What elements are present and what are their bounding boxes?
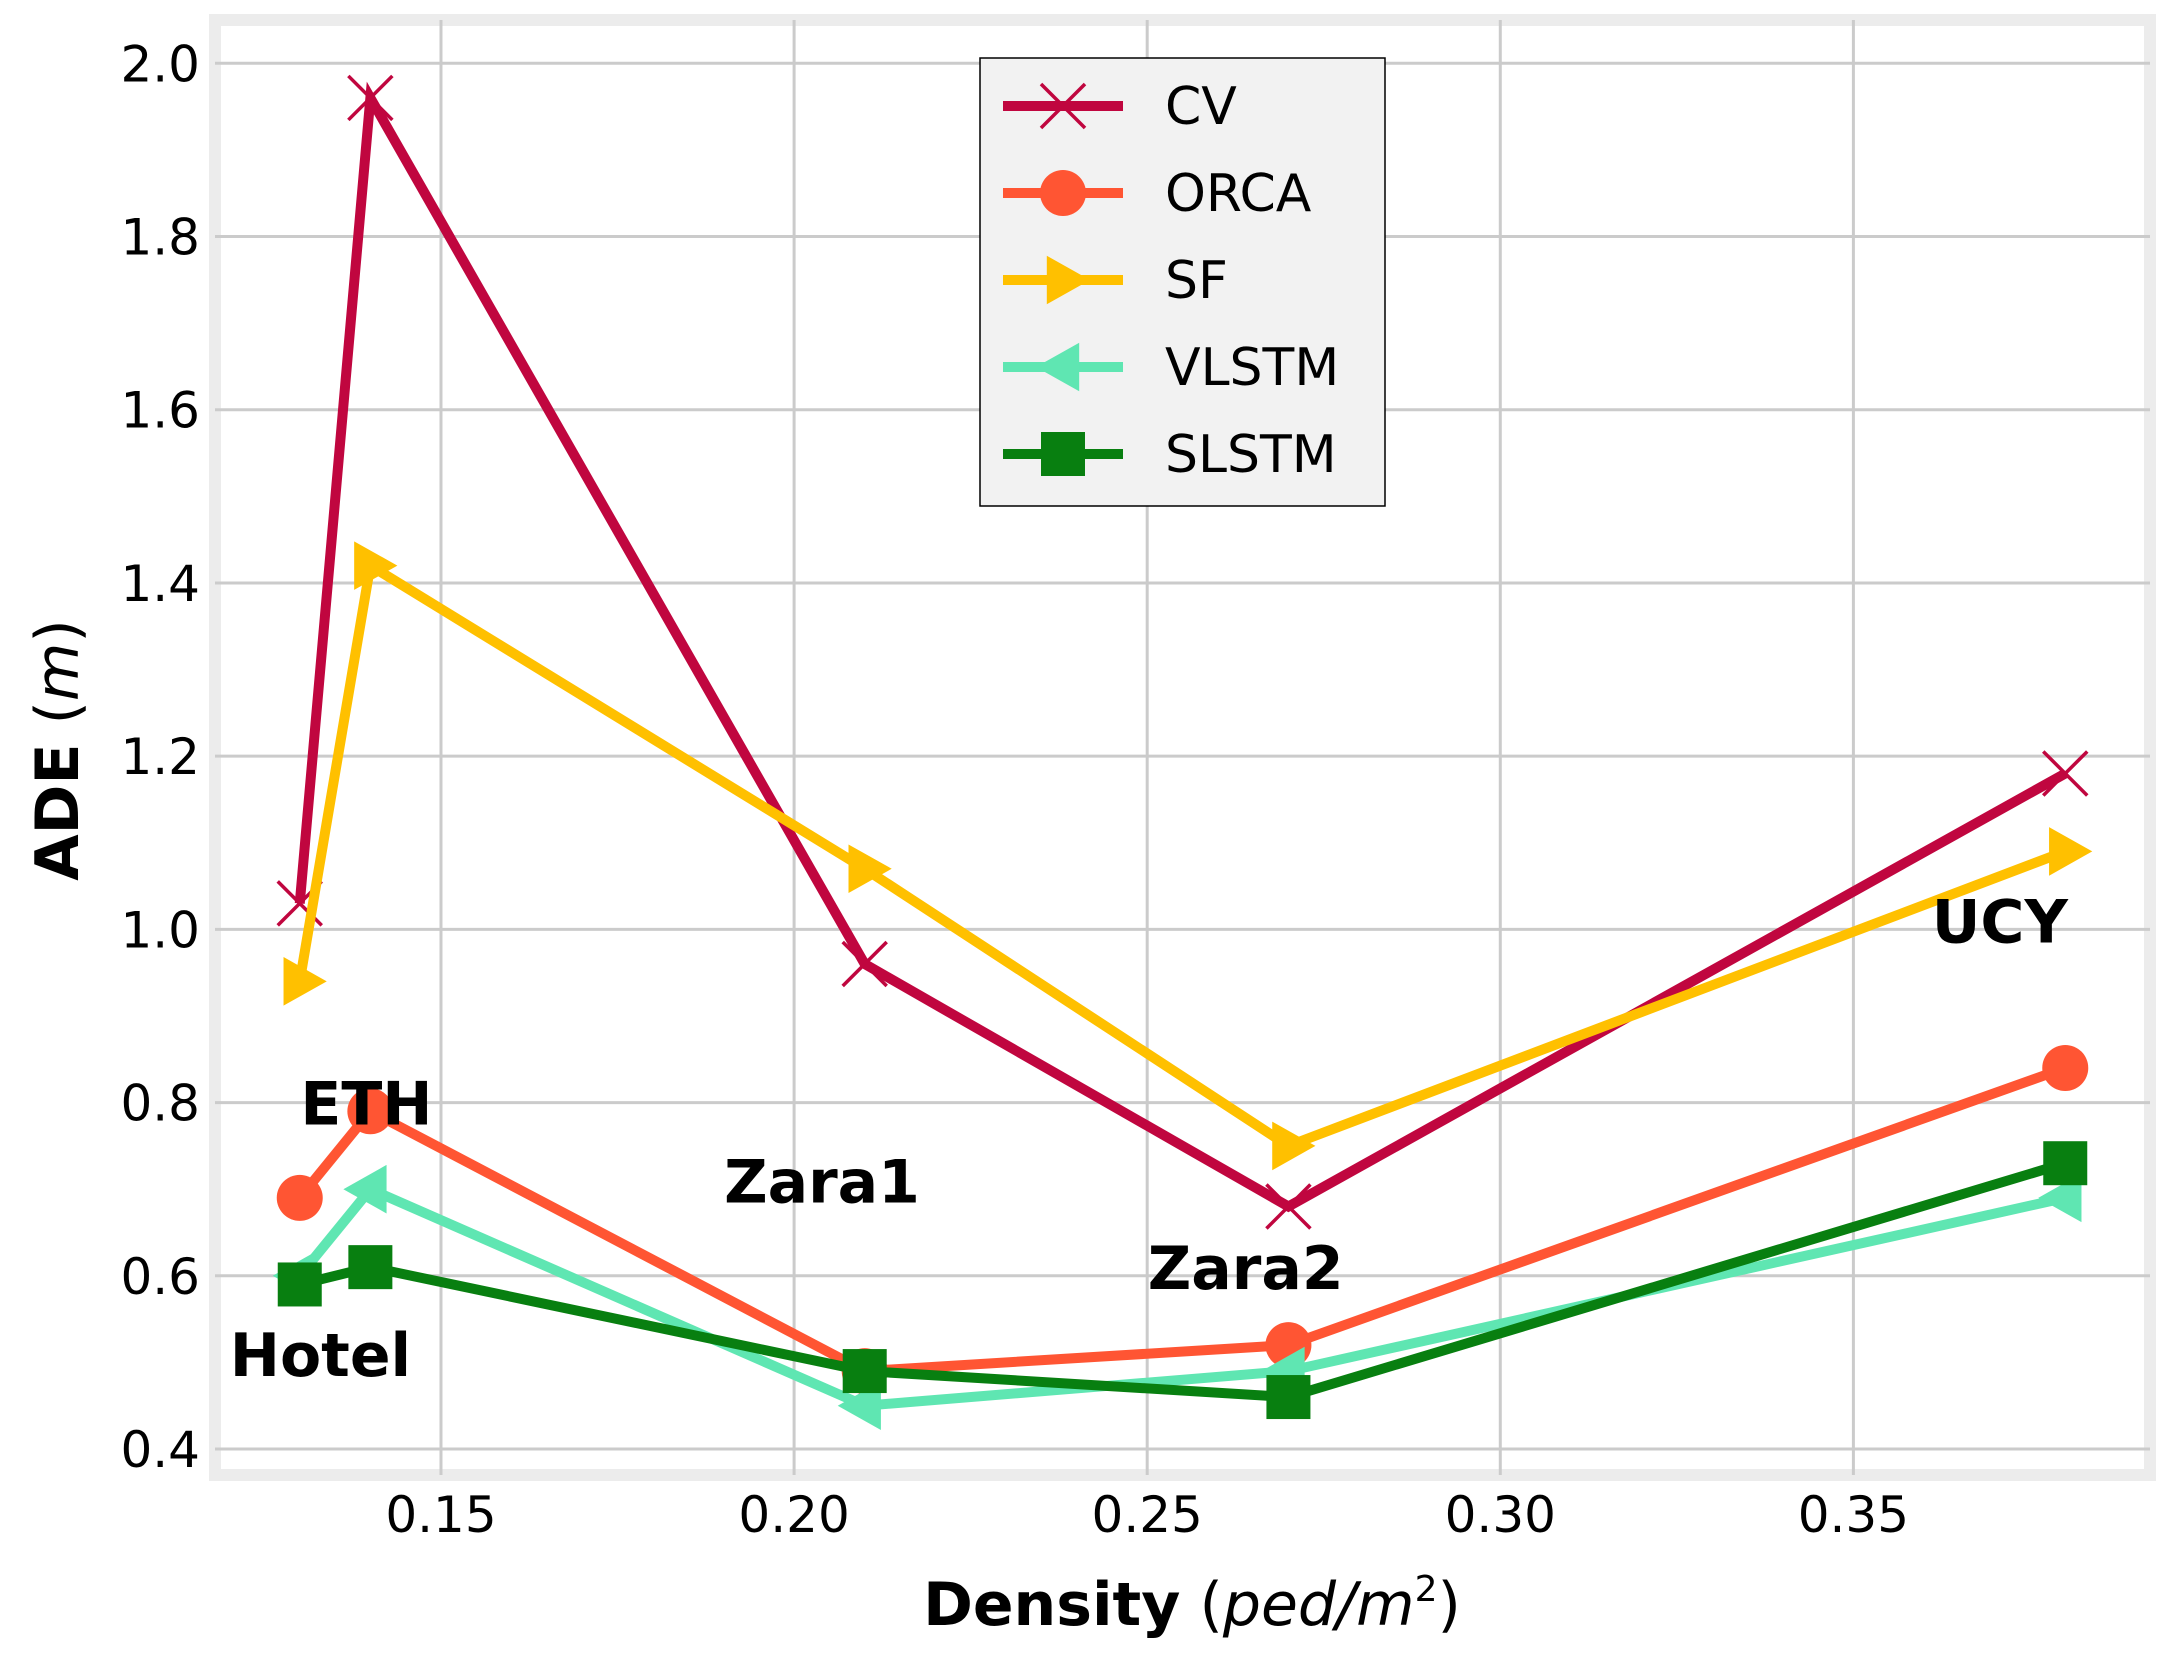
- y-axis-title-unit: m: [23, 643, 93, 701]
- data-point-cv: [1265, 1183, 1312, 1230]
- data-point-orca: [2042, 1044, 2089, 1091]
- y-tick-label: 0.6: [120, 1248, 200, 1306]
- series-slstm: [277, 1141, 2088, 1420]
- x-tick-label: 0.15: [385, 1486, 496, 1544]
- data-point-sf: [848, 844, 892, 894]
- y-axis-title-unit-close: ): [23, 619, 93, 642]
- x-axis-title-main: Density: [923, 1570, 1180, 1640]
- data-point-vlstm: [837, 1381, 881, 1431]
- x-tick-label: 0.30: [1445, 1486, 1556, 1544]
- data-point-slstm: [2043, 1141, 2088, 1186]
- legend-entries: CV ORCA SF VLSTM SLSTM: [1003, 77, 1339, 485]
- annotation-hotel: Hotel: [230, 1321, 411, 1391]
- data-point-sf: [354, 541, 398, 590]
- legend-entry-slstm: SLSTM: [1003, 425, 1337, 485]
- legend-entry-orca: ORCA: [1003, 164, 1312, 224]
- data-point-orca: [347, 1088, 394, 1135]
- data-point-vlstm: [343, 1164, 387, 1214]
- x-tick-labels: 0.15 0.20 0.25 0.30 0.35: [385, 1486, 1909, 1544]
- y-tick-label: 1.2: [120, 728, 200, 786]
- legend: CV ORCA SF VLSTM SLSTM: [979, 57, 1386, 507]
- legend-entry-vlstm: VLSTM: [1003, 338, 1339, 398]
- legend-label-vlstm: VLSTM: [1165, 338, 1339, 398]
- x-axis-title-unit: ped/m: [1222, 1570, 1415, 1640]
- data-point-slstm: [348, 1245, 393, 1290]
- legend-label-orca: ORCA: [1165, 164, 1312, 224]
- legend-marker-cv-stroke-b: [1039, 82, 1087, 130]
- data-point-slstm: [277, 1262, 322, 1307]
- data-point-cv-stroke-b: [1265, 1183, 1312, 1230]
- data-point-cv-stroke-b: [2042, 750, 2089, 797]
- annotation-ucy: UCY: [1932, 888, 2070, 958]
- data-point-slstm: [1266, 1375, 1311, 1420]
- y-tick-label: 0.8: [120, 1075, 200, 1133]
- legend-marker-sf: [1046, 255, 1090, 305]
- x-axis-title-unit-close: ): [1438, 1570, 1461, 1640]
- legend-label-slstm: SLSTM: [1165, 425, 1337, 485]
- annotation-zara1: Zara1: [724, 1148, 920, 1218]
- x-axis-title-unit-open: (: [1199, 1570, 1222, 1640]
- y-axis-title-main: ADE: [23, 744, 93, 881]
- y-tick-label: 1.0: [120, 901, 200, 959]
- legend-label-cv: CV: [1165, 77, 1237, 137]
- data-point-sf: [1272, 1121, 1316, 1171]
- legend-label-sf: SF: [1165, 251, 1228, 311]
- data-point-cv: [841, 940, 888, 988]
- data-point-slstm: [842, 1349, 887, 1394]
- legend-entry-sf: SF: [1003, 251, 1228, 311]
- x-tick-label: 0.20: [738, 1486, 849, 1544]
- data-point-sf: [2049, 827, 2093, 876]
- y-tick-label: 0.4: [120, 1421, 200, 1479]
- data-point-vlstm: [2038, 1173, 2082, 1223]
- legend-marker-vlstm: [1036, 342, 1080, 392]
- legend-marker-cv: [1039, 82, 1087, 130]
- annotation-eth: ETH: [300, 1070, 432, 1140]
- annotation-zara2: Zara2: [1148, 1234, 1344, 1304]
- x-tick-label: 0.35: [1798, 1486, 1909, 1544]
- data-point-cv: [347, 74, 394, 122]
- legend-marker-slstm: [1041, 432, 1085, 476]
- y-tick-label: 1.8: [120, 209, 200, 267]
- series-layer: [272, 74, 2093, 1431]
- data-point-cv-stroke-b: [841, 940, 888, 988]
- y-tick-label: 1.6: [120, 382, 200, 440]
- data-point-orca: [276, 1174, 323, 1221]
- y-tick-label: 2.0: [120, 35, 200, 93]
- x-tick-label: 0.25: [1092, 1486, 1203, 1544]
- legend-entry-cv: CV: [1003, 77, 1237, 137]
- y-axis-title: ADE (m): [23, 619, 93, 881]
- y-axis-title-unit-open: (: [23, 701, 93, 724]
- x-axis-title: Density (ped/m2): [923, 1569, 1461, 1640]
- series-sf: [283, 541, 2093, 1171]
- y-tick-labels: 0.4 0.6 0.8 1.0 1.2 1.4 1.6 1.8 2.0: [120, 35, 200, 1479]
- y-tick-label: 1.4: [120, 555, 200, 613]
- data-point-sf: [283, 957, 327, 1006]
- annotation-layer: Hotel ETH Zara1 Zara2 UCY: [230, 888, 2070, 1391]
- x-axis-title-unit-exponent: 2: [1415, 1569, 1438, 1610]
- data-point-cv-stroke-b: [347, 74, 394, 122]
- legend-marker-orca: [1040, 170, 1086, 216]
- data-point-cv: [2042, 750, 2089, 797]
